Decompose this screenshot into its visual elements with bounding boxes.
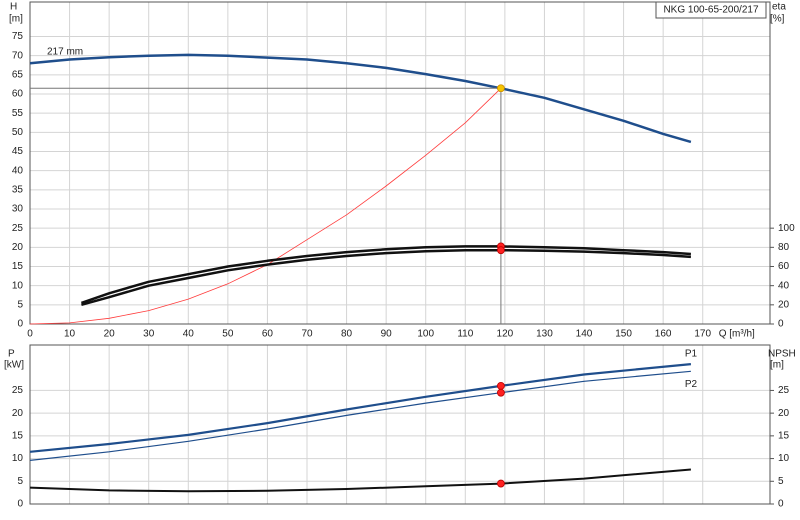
annotation: 217 mm [47,47,83,58]
x-tick-label: 0 [27,329,33,340]
y2-tick-label: 20 [778,299,790,310]
title-box [655,1,767,19]
x-tick-label: 90 [381,329,393,340]
operating-point [497,246,505,255]
y-tick-label: 15 [12,430,24,441]
y2-tick-label: 25 [778,385,790,396]
y-axis-label: H [10,2,17,13]
chart-title: NKG 100-65-200/217 [663,5,759,16]
x-tick-label: 130 [536,329,553,340]
series-line [29,468,691,493]
y-tick-label: 20 [12,242,24,253]
x-tick-label: 40 [183,329,195,340]
x-tick-label: 100 [417,329,434,340]
y2-tick-label: 0 [778,319,784,330]
y2-tick-label: 0 [778,499,784,510]
series-line [81,248,691,307]
series-line [29,88,502,325]
x-tick-label: 30 [143,329,155,340]
y-tick-label: 70 [12,50,24,61]
y-axis-unit: [kW] [4,360,24,371]
y2-tick-label: 15 [778,430,790,441]
x-tick-label: 60 [262,329,274,340]
y-tick-label: 10 [12,280,24,291]
x-tick-label: 70 [301,329,313,340]
operating-point [497,84,505,93]
y-tick-label: 65 [12,69,24,80]
y-axis-unit: [m] [9,14,23,25]
y-tick-label: 25 [12,385,24,396]
y-tick-label: 45 [12,146,24,157]
operating-point [497,479,505,488]
x-tick-label: 170 [694,329,711,340]
y-tick-label: 20 [12,408,24,419]
plot-frame [29,1,771,325]
series-label: P1 [685,349,698,360]
x-tick-label: 140 [576,329,593,340]
x-tick-label: 150 [615,329,632,340]
y2-axis-unit: [m] [770,360,784,371]
y2-tick-label: 5 [778,476,784,487]
x-axis-label: Q [m³/h] [719,329,755,340]
y2-tick-label: 80 [778,242,790,253]
y-tick-label: 55 [12,108,24,119]
y-tick-label: 30 [12,204,24,215]
x-tick-label: 120 [497,329,514,340]
series-line [29,363,692,453]
y-axis-label: P [8,349,15,360]
y2-tick-label: 10 [778,453,790,464]
series-line [29,370,691,461]
y2-tick-label: 60 [778,261,790,272]
series-line [29,53,692,144]
series-line [80,245,691,305]
x-tick-label: 10 [64,329,76,340]
x-tick-label: 110 [457,329,473,340]
y-tick-label: 50 [12,127,24,138]
x-tick-label: 20 [104,329,116,340]
operating-point [497,388,505,397]
y-tick-label: 5 [17,299,23,310]
y-tick-label: 35 [12,184,24,195]
y-tick-label: 25 [12,223,24,234]
x-tick-label: 160 [655,329,672,340]
y-tick-label: 0 [17,499,23,510]
plot-frame [29,344,771,505]
y-tick-label: 40 [12,165,24,176]
y-tick-label: 10 [12,453,24,464]
y-tick-label: 15 [12,261,24,272]
x-tick-label: 50 [222,329,234,340]
series-label: P2 [685,379,698,390]
y-tick-label: 75 [12,31,24,42]
x-tick-label: 80 [341,329,353,340]
y2-tick-label: 100 [778,223,795,234]
y-tick-label: 5 [17,476,23,487]
y2-axis-label: NPSH [768,349,796,360]
y2-axis-unit: [%] [770,14,785,25]
y2-tick-label: 20 [778,408,790,419]
y-tick-label: 0 [17,319,23,330]
y-tick-label: 60 [12,89,24,100]
y2-axis-label: eta [772,2,786,13]
y2-tick-label: 40 [778,280,790,291]
operating-point [497,381,505,390]
